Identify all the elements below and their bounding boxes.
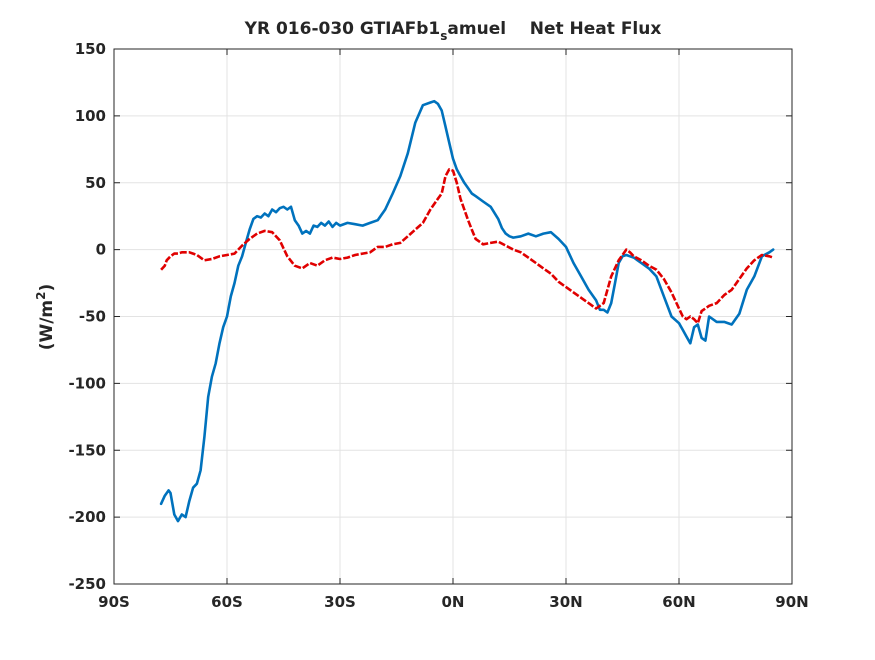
- ylabel-main: (W/m: [37, 300, 57, 350]
- x-tick-label: 30N: [549, 593, 582, 611]
- y-tick-label: -200: [68, 508, 106, 526]
- y-tick-label: 50: [85, 174, 106, 192]
- ylabel-superscript: 2: [34, 291, 48, 299]
- ylabel-end: ): [37, 284, 57, 292]
- x-tick-label: 0N: [442, 593, 465, 611]
- series-layer: [159, 99, 775, 523]
- ticks: [113, 48, 793, 585]
- series-line-2: [160, 168, 774, 325]
- chart-title: YR 016-030 GTIAFb1samuel Net Heat Flux: [244, 19, 662, 43]
- x-tick-label: 60S: [211, 593, 243, 611]
- y-tick-label: 100: [75, 107, 106, 125]
- y-tick-labels: -250 -200 -150 -100 -50 0 50 100 150: [68, 40, 106, 593]
- x-tick-labels: 90S 60S 30S 0N 30N 60N 90N: [98, 593, 809, 611]
- y-tick-label: -150: [68, 441, 106, 459]
- x-tick-label: 90S: [98, 593, 130, 611]
- y-axis-label: (W/m2): [34, 284, 57, 351]
- x-tick-label: 60N: [662, 593, 695, 611]
- x-tick-label: 30S: [324, 593, 356, 611]
- y-tick-label: 150: [75, 40, 106, 58]
- title-subscript: s: [440, 29, 447, 43]
- title-rest: amuel Net Heat Flux: [447, 19, 661, 39]
- title-main: YR 016-030 GTIAFb1: [244, 19, 441, 39]
- y-tick-label: -50: [79, 308, 106, 326]
- series-line-1: [159, 99, 775, 523]
- y-tick-label: -100: [68, 374, 106, 392]
- y-tick-label: -250: [68, 575, 106, 593]
- x-tick-label: 90N: [775, 593, 808, 611]
- y-tick-label: 0: [96, 241, 106, 259]
